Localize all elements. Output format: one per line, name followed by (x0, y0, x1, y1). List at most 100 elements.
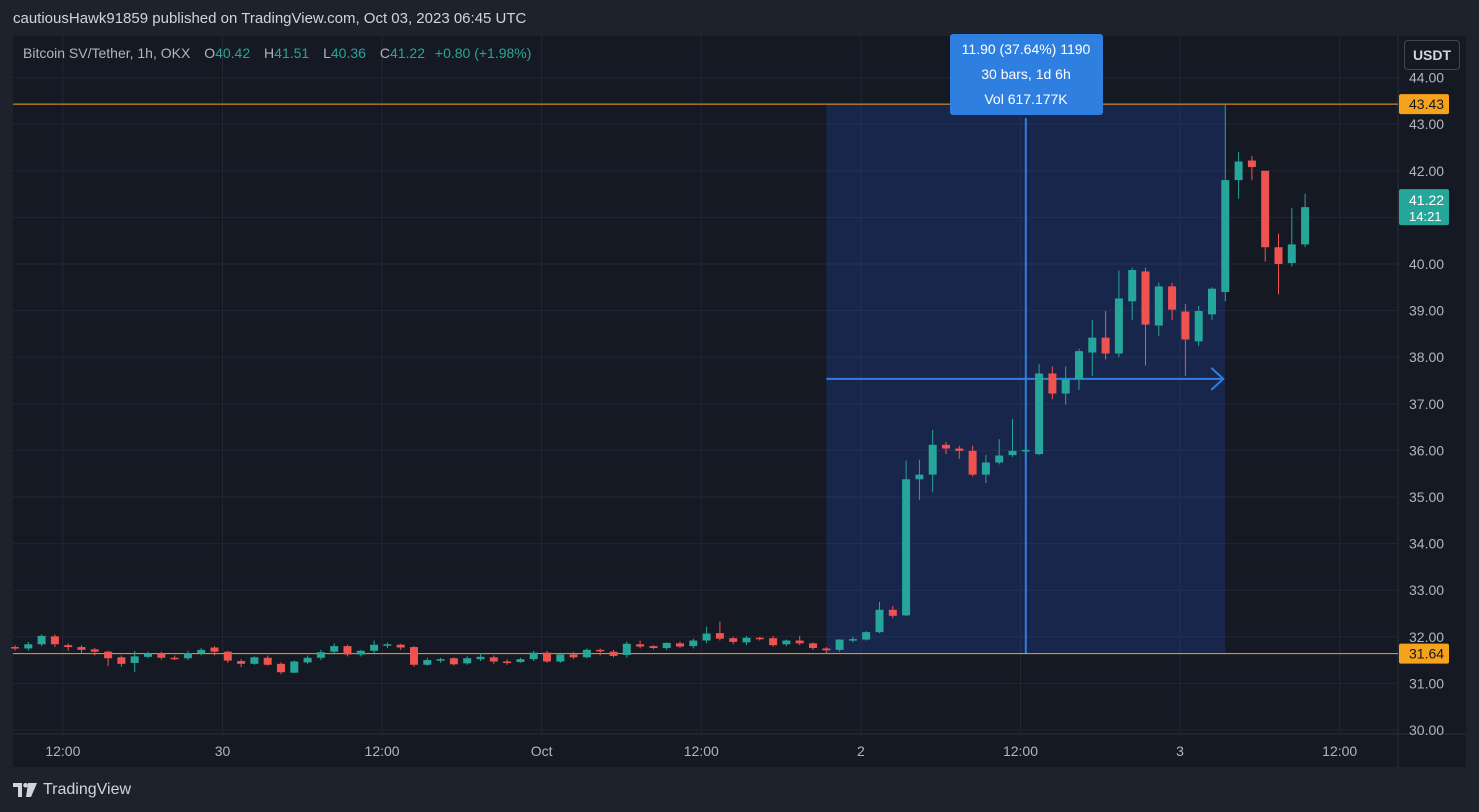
time-tick-label: 12:00 (45, 743, 80, 759)
candle-body (303, 657, 312, 663)
candle-body (822, 648, 831, 651)
low-label: L (323, 45, 331, 61)
upper-line-price-tag-bg (1399, 94, 1449, 115)
candle-body (862, 632, 871, 640)
candle-body (37, 635, 46, 645)
candle-body (689, 640, 698, 647)
price-tick-label: 34.00 (1409, 536, 1444, 552)
time-tick-label: 12:00 (684, 743, 719, 759)
price-tick-label: 39.00 (1409, 303, 1444, 319)
candle-body (516, 659, 525, 662)
candle-body (223, 651, 232, 661)
candle-body (556, 654, 565, 662)
candle-body (476, 656, 485, 660)
candle-body (410, 647, 418, 665)
candle-body (90, 649, 99, 652)
change-value: +0.80 (+1.98%) (434, 45, 532, 61)
chart-pane[interactable] (13, 36, 1466, 767)
candle-body (50, 636, 59, 645)
tradingview-logo-icon (13, 783, 37, 797)
candle-body (370, 644, 379, 651)
measure-tooltip-bg (950, 34, 1103, 115)
candle-body (117, 657, 126, 664)
candle-body (902, 479, 911, 616)
candle-body (1287, 244, 1296, 264)
candle-body (1154, 286, 1163, 326)
candle-body (782, 640, 791, 645)
high-value: 41.51 (274, 45, 310, 61)
candle-body (848, 639, 857, 641)
top-bar: cautiousHawk91859 published on TradingVi… (0, 0, 1479, 36)
symbol-legend: Bitcoin SV/Tether, 1h, OKX O40.42 H41.51… (23, 45, 531, 61)
time-tick-label: 12:00 (1322, 743, 1357, 759)
price-tick-label: 32.00 (1409, 629, 1444, 645)
candle-body (24, 644, 33, 649)
bar-countdown: 14:21 (1409, 209, 1442, 224)
last-price-tag: 41.22 (1409, 192, 1444, 208)
candle-body (809, 643, 817, 648)
candle-body (1021, 449, 1030, 452)
candle-body (316, 652, 325, 658)
candle-body (157, 653, 166, 658)
candle-body (449, 658, 458, 665)
open-label: O (204, 45, 216, 61)
candle-body (1101, 337, 1110, 354)
price-tick-label: 31.00 (1409, 675, 1444, 691)
candle-body (543, 652, 551, 662)
candle-body (489, 657, 498, 662)
price-tick-label: 36.00 (1409, 442, 1444, 458)
candle-body (356, 650, 365, 655)
footer-brand[interactable]: TradingView (13, 781, 131, 799)
candle-body (1247, 160, 1256, 168)
candle-body (995, 455, 1004, 463)
candle-body (1008, 450, 1017, 456)
high-label: H (264, 45, 275, 61)
candle-body (1075, 351, 1083, 380)
candle-body (463, 658, 472, 664)
candle-body (1181, 311, 1190, 340)
candle-body (423, 660, 432, 665)
candle-body (104, 651, 113, 659)
candle-body (1301, 207, 1310, 245)
measure-tooltip-line2: 30 bars, 1d 6h (981, 66, 1071, 82)
candle-body (1261, 170, 1270, 248)
price-tick-label: 37.00 (1409, 396, 1444, 412)
candle-body (636, 644, 645, 647)
candle-body (1035, 373, 1044, 455)
candle-body (609, 651, 618, 656)
time-tick-label: 30 (215, 743, 231, 759)
time-tick-label: 2 (857, 743, 865, 759)
candle-body (396, 644, 405, 648)
candle-body (942, 444, 950, 449)
candle-body (64, 645, 73, 648)
price-tick-label: 40.00 (1409, 256, 1444, 272)
price-tick-label: 30.00 (1409, 722, 1444, 738)
candle-body (237, 661, 246, 664)
candle-body (210, 647, 219, 652)
candle-body (676, 643, 684, 647)
candle-body (702, 633, 711, 641)
candle-body (755, 637, 764, 640)
candle-body (170, 657, 179, 660)
candle-body (1221, 180, 1230, 292)
candle-body (622, 643, 631, 655)
candle-body (888, 609, 897, 616)
candle-body (436, 659, 445, 661)
currency-button[interactable]: USDT (1404, 40, 1460, 70)
measure-tooltip-line3: Vol 617.177K (984, 91, 1068, 107)
close-value: 41.22 (389, 45, 425, 61)
candle-body (569, 654, 578, 658)
price-tick-label: 33.00 (1409, 582, 1444, 598)
candle-body (955, 448, 964, 451)
candle-body (11, 647, 19, 649)
candle-body (1168, 286, 1177, 310)
low-value: 40.36 (330, 45, 366, 61)
candle-body (1234, 161, 1243, 181)
candle-body (250, 657, 259, 664)
candle-body (1114, 298, 1123, 354)
candle-body (1141, 271, 1150, 325)
candle-body (277, 663, 285, 673)
time-tick-label: 12:00 (365, 743, 400, 759)
candle-body (769, 638, 778, 646)
